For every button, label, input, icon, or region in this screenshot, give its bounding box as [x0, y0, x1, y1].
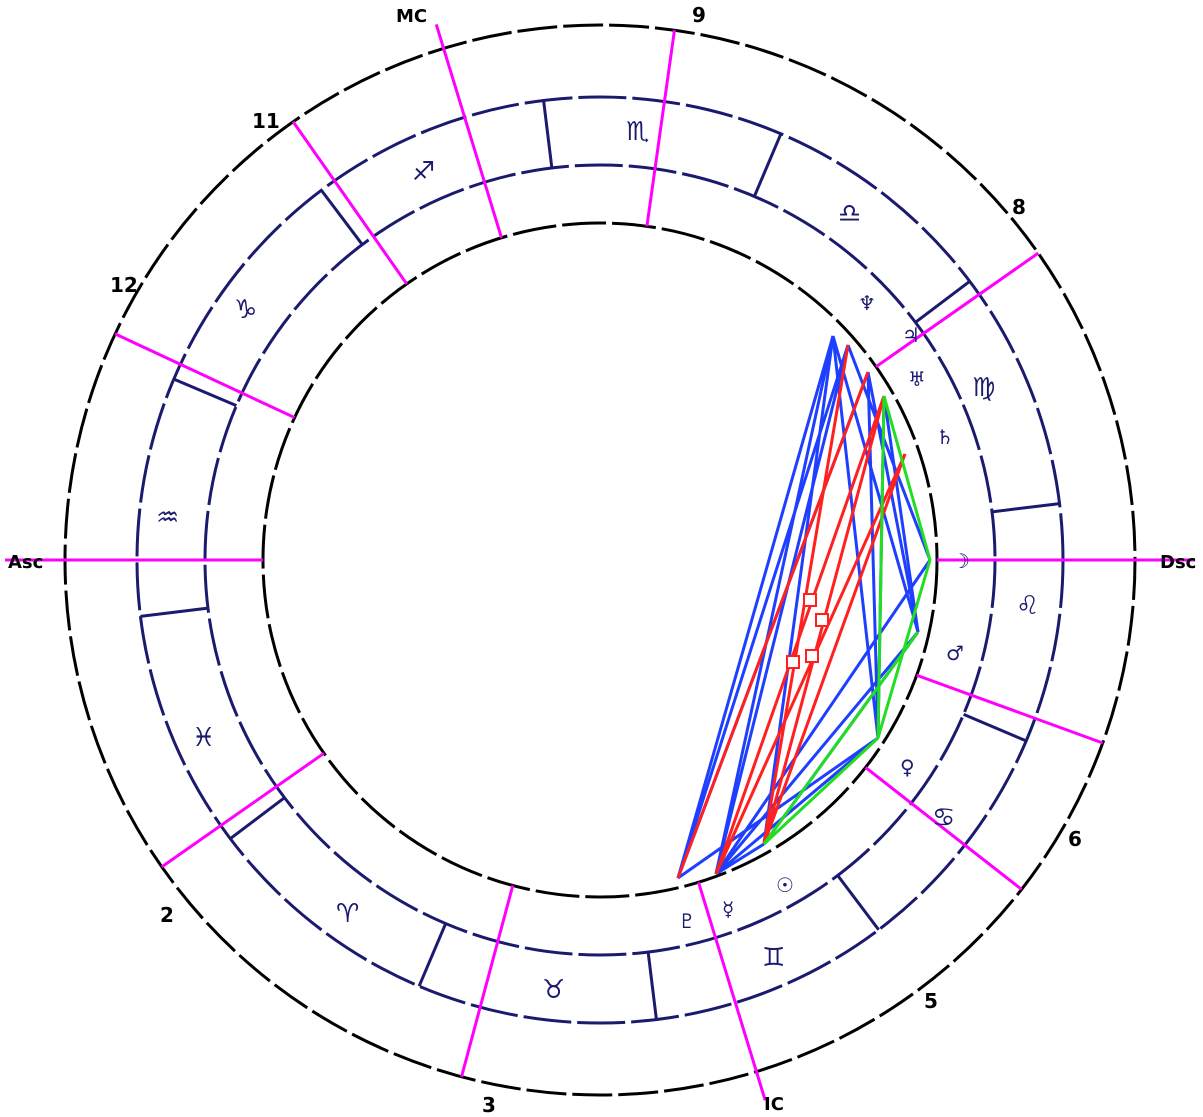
aspect-line-blue-6: [714, 344, 850, 875]
saturn-icon: ♄: [936, 425, 954, 449]
aspect-line-blue-1: [714, 335, 835, 875]
mc-cusp: [434, 24, 503, 239]
house-number-8: 8: [1012, 195, 1026, 219]
zodiac-inner-ring: [203, 163, 997, 957]
house-cusp-2: [160, 752, 325, 869]
aspect-line-red-2: [762, 453, 907, 845]
mars-icon: ♂: [946, 641, 964, 665]
aries-icon: ♈: [336, 899, 359, 929]
jupiter-icon: ♃: [902, 323, 920, 347]
zodiac-outer-ring: [135, 95, 1065, 1025]
sign-divider-11: [836, 874, 880, 931]
house-number-11: 11: [252, 109, 280, 133]
aspect-line-blue-11: [714, 559, 932, 875]
sign-dividers: [140, 100, 1060, 1020]
aspect-line-blue-0: [676, 335, 835, 879]
aspect-square-marker: [805, 649, 819, 663]
aspect-line-blue-2: [762, 335, 835, 845]
house-number-6: 6: [1068, 827, 1082, 851]
uranus-icon: ♅: [908, 367, 926, 391]
aspect-line-blue-9: [882, 395, 920, 633]
sign-divider-8: [229, 796, 286, 840]
sign-divider-1: [991, 502, 1060, 514]
neptune-icon: ♆: [858, 291, 876, 315]
aspect-line-blue-4: [831, 335, 920, 633]
gemini-icon: ♊: [762, 943, 785, 973]
aspect-square-marker: [815, 613, 829, 627]
sun-icon: ☉: [776, 873, 794, 897]
cancer-icon: ♋: [932, 803, 955, 833]
sign-divider-10: [646, 951, 658, 1020]
sign-divider-2: [914, 280, 971, 324]
aspect-line-red-0: [676, 371, 870, 879]
house-number-5: 5: [924, 989, 938, 1013]
leo-icon: ♌: [1016, 591, 1039, 621]
aspect-line-blue-18: [715, 842, 765, 876]
sagittarius-icon: ♐: [412, 157, 435, 187]
aspect-line-blue-17: [846, 344, 932, 561]
sign-divider-3: [752, 133, 783, 197]
sign-divider-5: [320, 189, 364, 246]
aspect-line-blue-3: [831, 335, 880, 739]
house-number-12: 12: [110, 273, 138, 297]
aspect-line-green-2: [762, 631, 920, 845]
house-cusp-3: [460, 885, 515, 1078]
asc-label: Asc: [8, 552, 43, 573]
ic-label: IC: [764, 1094, 784, 1115]
house-number-2: 2: [160, 903, 174, 927]
aspect-line-green-3: [762, 736, 880, 846]
sign-divider-12: [963, 712, 1027, 743]
sign-divider-6: [173, 377, 237, 408]
sign-divider-4: [542, 100, 554, 169]
house-number-3: 3: [482, 1093, 496, 1117]
house-cusp-11: [291, 120, 408, 285]
inner-ring: [261, 221, 939, 899]
libra-icon: ♎: [838, 199, 861, 229]
aspect-line-green-4: [876, 395, 886, 739]
house-cusps: [5, 24, 1195, 1101]
house-cusp-12: [114, 332, 296, 419]
house-cusp-9: [645, 29, 676, 227]
ic-cusp: [697, 881, 767, 1101]
aspect-line-blue-12: [714, 631, 920, 875]
aspect-line-red-3: [714, 453, 907, 875]
moon-icon: ☽: [952, 549, 970, 573]
scorpio-icon: ♏: [626, 117, 649, 147]
aspect-line-green-0: [882, 395, 932, 561]
sign-divider-7: [140, 606, 209, 618]
aspect-lines: [676, 335, 932, 880]
aspect-square-marker: [786, 655, 800, 669]
aspect-line-blue-5: [676, 344, 850, 879]
aspect-line-blue-14: [715, 736, 879, 876]
sign-divider-9: [417, 923, 448, 987]
house-cusp-5: [864, 766, 1023, 891]
house-cusp-6: [916, 673, 1104, 745]
capricorn-icon: ♑: [234, 295, 257, 325]
aquarius-icon: ♒: [156, 503, 179, 533]
house-cusp-8: [875, 251, 1040, 368]
mc-label: MC: [396, 6, 427, 27]
mercury-icon: ☿: [722, 897, 734, 921]
pluto-icon: ♇: [678, 909, 696, 933]
taurus-icon: ♉: [542, 975, 565, 1005]
venus-icon: ♀: [900, 755, 915, 779]
dsc-label: Dsc: [1160, 552, 1196, 573]
house-number-9: 9: [692, 3, 706, 27]
pisces-icon: ♓: [192, 723, 215, 753]
virgo-icon: ♍: [972, 373, 995, 403]
aspect-square-marker: [803, 593, 817, 607]
